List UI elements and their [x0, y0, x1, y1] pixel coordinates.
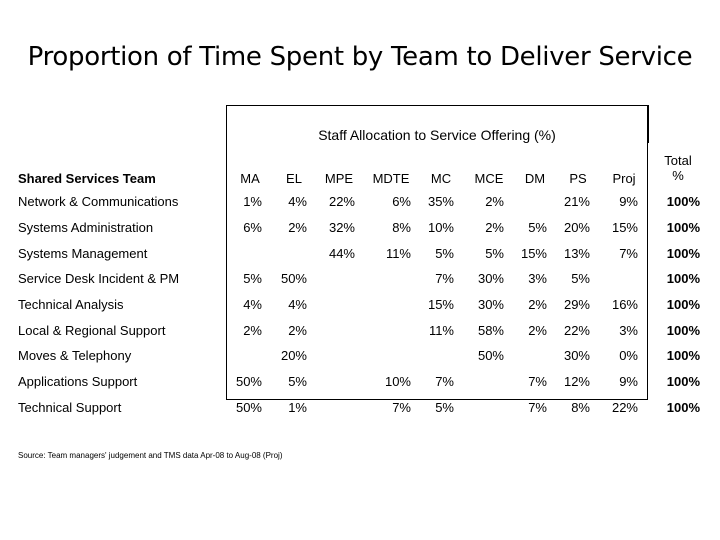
table-cell: 5%	[528, 220, 547, 235]
total-cell: 100%	[666, 374, 700, 389]
total-cell: 100%	[666, 323, 700, 338]
row-team-label: Moves & Telephony	[18, 348, 132, 363]
column-header-mc: MC	[430, 171, 452, 186]
column-header-mpe: MPE	[324, 171, 354, 186]
table-cell: 30%	[477, 297, 504, 312]
table-cell: 11%	[428, 323, 454, 338]
table-cell: 44%	[328, 246, 355, 261]
table-cell: 5%	[485, 246, 504, 261]
total-header-line1: Total	[664, 153, 692, 168]
table-cell: 7%	[528, 400, 547, 415]
page-title: Proportion of Time Spent by Team to Deli…	[27, 42, 693, 72]
group-header: Staff Allocation to Service Offering (%)	[318, 127, 556, 143]
table-cell: 3%	[528, 271, 547, 286]
table-cell: 15%	[427, 297, 454, 312]
table-cell: 7%	[392, 400, 411, 415]
table-cell: 12%	[563, 374, 590, 389]
table-cell: 7%	[435, 374, 454, 389]
table-cell: 2%	[528, 323, 547, 338]
column-header-el: EL	[286, 171, 302, 186]
column-header-proj: Proj	[612, 171, 636, 186]
table-cell: 1%	[243, 194, 262, 209]
table-cell: 5%	[435, 400, 454, 415]
table-cell: 10%	[427, 220, 454, 235]
table-cell: 11%	[385, 246, 411, 261]
table-cell: 50%	[280, 271, 307, 286]
table-cell: 6%	[243, 220, 262, 235]
table-cell: 8%	[392, 220, 411, 235]
table-cell: 30%	[477, 271, 504, 286]
team-column-header: Shared Services Team	[18, 171, 156, 186]
total-cell: 100%	[666, 271, 700, 286]
table-cell: 58%	[477, 323, 504, 338]
table-cell: 4%	[243, 297, 262, 312]
total-cell: 100%	[666, 194, 700, 209]
table-cell: 6%	[392, 194, 411, 209]
row-team-label: Technical Analysis	[18, 297, 124, 312]
table-cell: 2%	[485, 220, 504, 235]
table-cell: 8%	[571, 400, 590, 415]
table-cell: 5%	[571, 271, 590, 286]
table-cell: 2%	[243, 323, 262, 338]
table-cell: 20%	[563, 220, 590, 235]
table-cell: 10%	[384, 374, 411, 389]
total-header-line2: %	[672, 168, 684, 183]
table-cell: 29%	[563, 297, 590, 312]
column-header-mdte: MDTE	[372, 171, 410, 186]
row-team-label: Local & Regional Support	[18, 323, 166, 338]
table-cell: 4%	[288, 297, 307, 312]
table-cell: 9%	[619, 194, 638, 209]
table-cell: 0%	[619, 348, 638, 363]
table-cell: 7%	[435, 271, 454, 286]
table-cell: 15%	[611, 220, 638, 235]
table-cell: 9%	[619, 374, 638, 389]
row-team-label: Systems Administration	[18, 220, 154, 235]
table-cell: 22%	[563, 323, 590, 338]
column-header-mce: MCE	[474, 171, 504, 186]
table-cell: 50%	[235, 400, 262, 415]
table-cell: 50%	[235, 374, 262, 389]
table-cell: 2%	[485, 194, 504, 209]
total-cell: 100%	[666, 297, 700, 312]
table-cell: 2%	[288, 220, 307, 235]
table-cell: 5%	[288, 374, 307, 389]
table-cell: 22%	[611, 400, 638, 415]
total-cell: 100%	[666, 400, 700, 415]
table-cell: 2%	[288, 323, 307, 338]
column-header-ma: MA	[240, 171, 260, 186]
table-cell: 5%	[243, 271, 262, 286]
table-cell: 2%	[528, 297, 547, 312]
total-cell: 100%	[666, 220, 700, 235]
column-header-dm: DM	[524, 171, 546, 186]
table-cell: 5%	[435, 246, 454, 261]
row-team-label: Technical Support	[18, 400, 122, 415]
table-cell: 7%	[528, 374, 547, 389]
table-cell: 1%	[288, 400, 307, 415]
column-header-ps: PS	[569, 171, 587, 186]
table-cell: 32%	[328, 220, 355, 235]
row-team-label: Applications Support	[18, 374, 138, 389]
row-team-label: Network & Communications	[18, 194, 179, 209]
table-cell: 4%	[288, 194, 307, 209]
total-column-divider	[648, 105, 649, 143]
total-cell: 100%	[666, 246, 700, 261]
table-cell: 3%	[619, 323, 638, 338]
table-cell: 13%	[563, 246, 590, 261]
source-note: Source: Team managers' judgement and TMS…	[18, 451, 283, 460]
table-cell: 30%	[563, 348, 590, 363]
total-cell: 100%	[666, 348, 700, 363]
table-cell: 21%	[563, 194, 590, 209]
table-cell: 35%	[427, 194, 454, 209]
table-cell: 22%	[328, 194, 355, 209]
table-cell: 7%	[619, 246, 638, 261]
table-cell: 20%	[280, 348, 307, 363]
table-cell: 50%	[477, 348, 504, 363]
total-column-header: Total %	[652, 153, 704, 183]
table-cell: 16%	[611, 297, 638, 312]
table-cell: 15%	[520, 246, 547, 261]
row-team-label: Systems Management	[18, 246, 148, 261]
row-team-label: Service Desk Incident & PM	[18, 271, 180, 286]
allocation-table-frame	[226, 105, 648, 400]
